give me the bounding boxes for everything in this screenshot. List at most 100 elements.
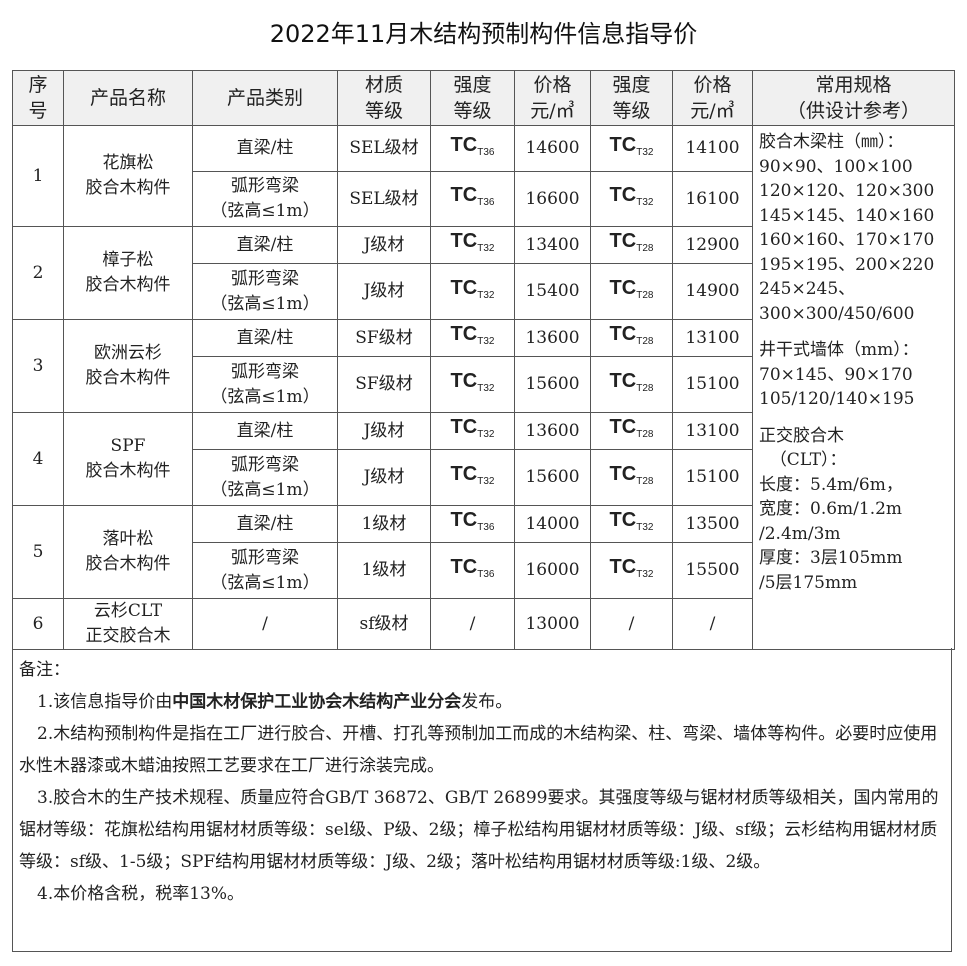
row-number: 6 — [12, 598, 64, 650]
spec-beam-size: 145×145、140×160 — [759, 205, 935, 226]
price-1: 16600 — [514, 171, 591, 227]
product-name: 云杉CLT 正交胶合木 — [63, 598, 193, 650]
strength-grade: TCT32 — [609, 133, 654, 158]
price-2: 13500 — [672, 505, 753, 543]
material-grade: sf级材 — [337, 598, 431, 650]
product-category: 弧形弯梁 （弦高≤1m） — [192, 449, 338, 506]
product-category: 弧形弯梁 （弦高≤1m） — [192, 356, 338, 413]
strength-grade-2: / — [590, 598, 673, 650]
strength-grade: TCT32 — [450, 462, 495, 487]
row-number: 2 — [12, 226, 64, 320]
strength-grade: TCT32 — [450, 369, 495, 394]
spec-clt-size: 长度：5.4m/6m， — [759, 474, 903, 495]
strength-grade-2: TCT28 — [590, 319, 673, 357]
strength-grade-1: / — [430, 598, 515, 650]
strength-grade-2: TCT28 — [590, 449, 673, 506]
strength-grade-2: TCT32 — [590, 542, 673, 599]
spec-wall-size: 70×145、90×170 — [759, 364, 913, 385]
spec-clt-title: 正交胶合木 （CLT）： — [759, 425, 847, 471]
strength-grade-1: TCT32 — [430, 449, 515, 506]
strength-grade-1: TCT36 — [430, 171, 515, 227]
row-number: 4 — [12, 412, 64, 506]
strength-grade-2: TCT28 — [590, 412, 673, 450]
header-price-1-label: 价格元/㎥ — [530, 74, 575, 122]
product-category: 直梁/柱 — [192, 226, 338, 264]
note-2: 2.木结构预制构件是指在工厂进行胶合、开槽、打孔等预制加工而成的木结构梁、柱、弯… — [19, 724, 938, 776]
table-row: 弧形弯梁 （弦高≤1m） SEL级材 TCT36 16600 TCT32 16100 — [13, 171, 955, 227]
material-grade: SEL级材 — [337, 125, 431, 172]
price-2: 12900 — [672, 226, 753, 264]
spec-beam-size: 160×160、170×170 — [759, 230, 935, 250]
product-category: 弧形弯梁 （弦高≤1m） — [192, 263, 338, 320]
strength-grade: TCT36 — [450, 555, 495, 580]
price-1: 13400 — [514, 226, 591, 264]
spec-clt-size: 厚度：3层105mm — [759, 548, 903, 568]
strength-grade: TCT32 — [609, 555, 654, 580]
price-2: / — [672, 598, 753, 650]
header-name: 产品名称 — [63, 70, 193, 126]
material-grade: J级材 — [337, 412, 431, 450]
header-price-2-label: 价格元/㎥ — [690, 74, 735, 122]
table-row: 弧形弯梁 （弦高≤1m） J级材 TCT32 15600 TCT28 15100 — [13, 449, 955, 506]
table-row: 6 云杉CLT 正交胶合木 / sf级材 / 13000 / / — [12, 598, 955, 650]
product-category: 直梁/柱 — [192, 505, 338, 543]
strength-grade-1: TCT32 — [430, 263, 515, 320]
spec-cell: 胶合木梁柱（㎜）： 90×90、100×100 120×120、120×300 145… — [752, 125, 955, 650]
strength-grade-1: TCT36 — [430, 542, 515, 599]
price-1: 15600 — [514, 449, 591, 506]
material-grade: J级材 — [337, 449, 431, 506]
price-2: 15100 — [672, 356, 753, 413]
header-price-2: 价格元/㎥ — [672, 70, 753, 126]
material-grade: J级材 — [337, 226, 431, 264]
strength-grade-2: TCT32 — [590, 505, 673, 543]
note-3: 3.胶合木的生产技术规程、质量应符合GB/T 36872、GB/T 26899要… — [19, 788, 939, 872]
row-number: 1 — [12, 125, 64, 227]
note-4: 4.本价格含税，税率13%。 — [37, 884, 245, 904]
table-row: 3 欧洲云杉 胶合木构件 直梁/柱 SF级材 TCT32 13600 TCT28 13100 — [12, 319, 955, 413]
table-row: 2 樟子松 胶合木构件 直梁/柱 J级材 TCT32 13400 TCT28 12900 — [12, 226, 955, 320]
page-title: 2022年11月木结构预制构件信息指导价 — [269, 20, 698, 48]
strength-grade-1: TCT32 — [430, 226, 515, 264]
spec-beam-size: 245×245、 — [759, 279, 856, 299]
strength-grade: TCT32 — [450, 323, 495, 347]
table-row: 1 花旗松 胶合木构件 直梁/柱 SEL级材 TCT36 14600 TCT32 14100 胶合… — [12, 125, 955, 650]
product-category: 直梁/柱 — [192, 319, 338, 357]
spec-beams-title: 胶合木梁柱（㎜）： — [759, 132, 904, 152]
material-grade: SF级材 — [337, 319, 431, 357]
strength-grade: TCT36 — [450, 133, 495, 158]
spec-beam-size: 300×300/450/600 — [759, 303, 915, 324]
notes-label: 备注： — [19, 660, 70, 680]
header-seq: 序号 — [12, 70, 64, 126]
strength-grade-1: TCT32 — [430, 356, 515, 413]
product-name: 樟子松 胶合木构件 — [63, 226, 193, 320]
strength-grade-2: TCT28 — [590, 226, 673, 264]
price-2: 16100 — [672, 171, 753, 227]
strength-grade: TCT36 — [450, 509, 495, 533]
strength-grade: TCT28 — [609, 230, 654, 254]
strength-grade: TCT28 — [609, 276, 654, 301]
product-category: 直梁/柱 — [192, 125, 338, 172]
row-number: 5 — [12, 505, 64, 599]
strength-grade: TCT32 — [450, 276, 495, 301]
strength-grade-1: TCT32 — [430, 412, 515, 450]
strength-grade: TCT28 — [609, 462, 654, 487]
strength-grade-1: TCT36 — [430, 125, 515, 172]
table-row: 弧形弯梁 （弦高≤1m） SF级材 TCT32 15600 TCT28 15100 — [13, 356, 955, 413]
price-1: 13600 — [514, 319, 591, 357]
product-category: 弧形弯梁 （弦高≤1m） — [192, 542, 338, 599]
price-1: 14000 — [514, 505, 591, 543]
header-category: 产品类别 — [192, 70, 338, 126]
price-2: 13100 — [672, 412, 753, 450]
price-1: 15600 — [514, 356, 591, 413]
table-row: 5 落叶松 胶合木构件 直梁/柱 1级材 TCT36 14000 TCT32 13500 — [12, 505, 955, 599]
header-price-1: 价格元/㎥ — [514, 70, 591, 126]
note-1: 1.该信息指导价由中国木材保护工业协会木结构产业分会发布。 — [37, 692, 513, 712]
header-row: 序号 产品名称 产品类别 材质 等级 强度 等级 价格元/㎥ 强度 等级 价格元/㎥ … — [12, 70, 955, 126]
strength-grade-1: TCT36 — [430, 505, 515, 543]
price-1: 13000 — [514, 598, 591, 650]
price-2: 14900 — [672, 263, 753, 320]
material-grade: SEL级材 — [337, 171, 431, 227]
product-name: 落叶松 胶合木构件 — [63, 505, 193, 599]
spec-beam-size: 90×90、100×100 — [759, 156, 913, 177]
price-1: 15400 — [514, 263, 591, 320]
